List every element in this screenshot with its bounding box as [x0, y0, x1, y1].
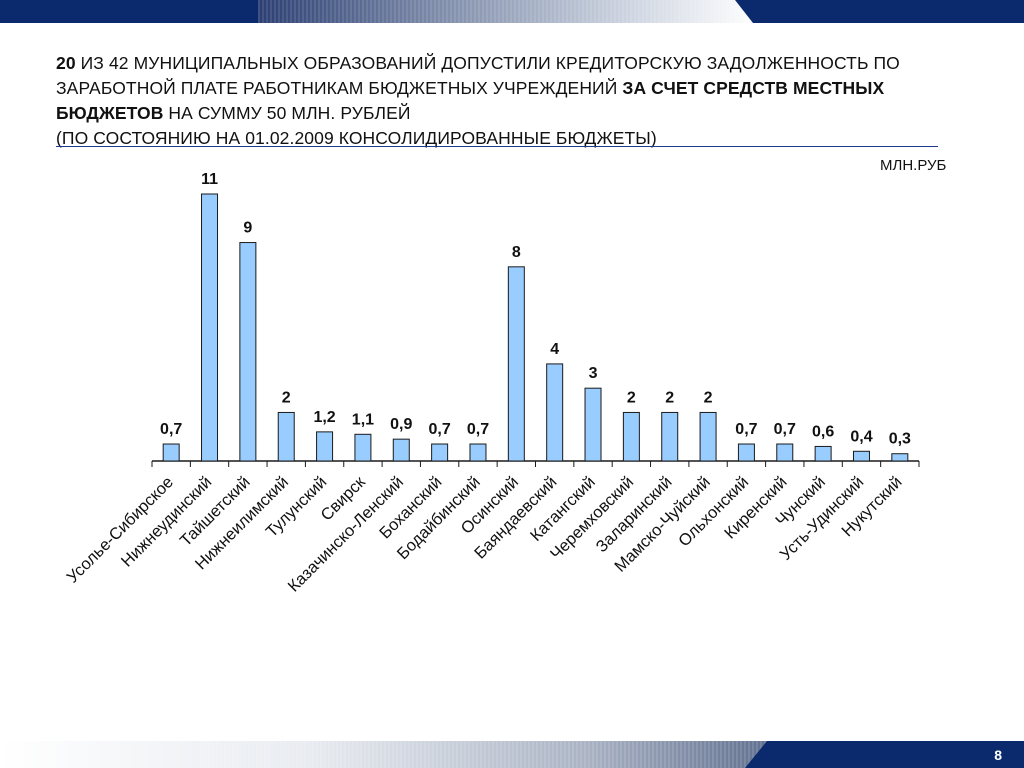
bar-15 — [699, 411, 717, 462]
title-underline — [56, 146, 938, 147]
bar-20 — [891, 453, 909, 462]
bar-19 — [852, 450, 870, 462]
data-label: 0,3 — [889, 431, 911, 448]
top-band-dark-block — [0, 0, 258, 23]
bar-10 — [507, 266, 525, 462]
bar-14 — [661, 411, 679, 462]
bar-6 — [354, 433, 372, 462]
data-label: 11 — [201, 171, 218, 188]
data-label: 3 — [589, 365, 598, 382]
data-label: 4 — [550, 341, 559, 358]
bottom-band-right-block — [745, 741, 1024, 768]
bar-5 — [316, 431, 334, 462]
top-band-stripes — [258, 0, 738, 23]
bar-2 — [201, 193, 219, 462]
top-decor-band — [0, 0, 1024, 23]
data-label: 9 — [243, 220, 252, 237]
bar-9 — [469, 443, 487, 462]
title-part-4: (ПО СОСТОЯНИЮ НА 01.02.2009 КОНСОЛИДИРОВ… — [56, 128, 657, 148]
data-label: 2 — [627, 389, 636, 406]
bar-12 — [584, 387, 602, 462]
top-band-right-block — [735, 0, 1024, 23]
bar-7 — [392, 438, 410, 462]
bottom-band-gradient — [0, 741, 780, 768]
slide-number: 8 — [994, 747, 1002, 763]
bar-4 — [277, 411, 295, 462]
bar-1 — [162, 443, 180, 462]
data-label: 8 — [512, 244, 521, 261]
bar-11 — [546, 363, 564, 462]
data-label: 0,6 — [812, 423, 834, 440]
data-label: 2 — [282, 389, 291, 406]
bar-17 — [776, 443, 794, 462]
data-label: 0,9 — [390, 416, 412, 433]
data-label: 1,1 — [352, 411, 374, 428]
data-label: 1,2 — [313, 409, 335, 426]
data-label: 0,7 — [774, 421, 796, 438]
title-part-0: 20 — [56, 53, 76, 73]
title-part-1: ИЗ 42 МУНИЦИПАЛЬНЫХ ОБРАЗОВАНИЙ ДОПУСТИЛ… — [56, 53, 900, 98]
bar-8 — [431, 443, 449, 462]
data-label: 0,7 — [735, 421, 757, 438]
title-part-2: ЗА СЧЕТ СРЕДСТВ МЕСТНЫХ БЮДЖЕТОВ — [56, 78, 885, 123]
bar-3 — [239, 242, 257, 462]
bar-13 — [622, 411, 640, 462]
data-label: 2 — [704, 389, 713, 406]
data-label: 0,4 — [850, 428, 872, 445]
bottom-band-stripes — [200, 741, 780, 768]
top-band-gradient — [258, 0, 758, 23]
slide-title: 20 ИЗ 42 МУНИЦИПАЛЬНЫХ ОБРАЗОВАНИЙ ДОПУС… — [56, 51, 976, 151]
bottom-decor-band — [0, 741, 1024, 768]
bar-16 — [737, 443, 755, 462]
data-label: 0,7 — [467, 421, 489, 438]
data-label: 0,7 — [160, 421, 182, 438]
unit-label: МЛН.РУБ — [880, 157, 947, 174]
data-label: 2 — [665, 389, 674, 406]
title-part-3: НА СУММУ 50 МЛН. РУБЛЕЙ — [163, 103, 411, 123]
bar-chart: 0,7Усолье-Сибирское11Нижнеудинский9Тайше… — [64, 171, 920, 596]
data-label: 0,7 — [429, 421, 451, 438]
bar-18 — [814, 445, 832, 462]
